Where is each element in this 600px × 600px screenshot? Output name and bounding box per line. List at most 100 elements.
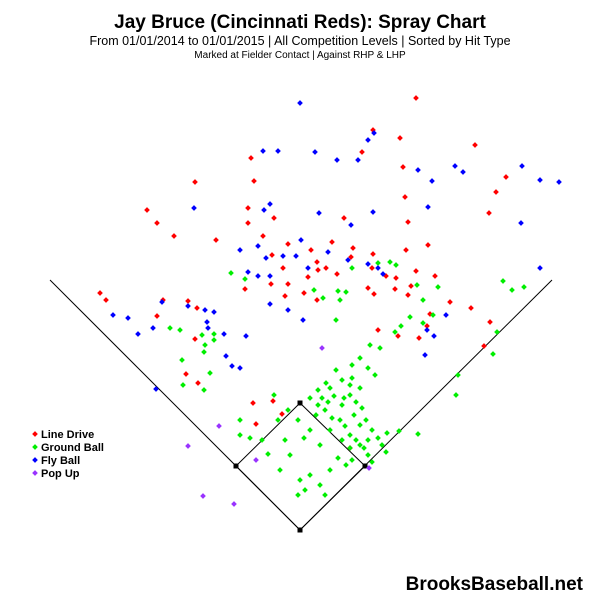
ground-ball-point [343, 462, 349, 468]
fly-ball-point [375, 265, 381, 271]
fly-ball-point [280, 253, 286, 259]
fly-ball-point [370, 209, 376, 215]
chart-subtitle-secondary: Marked at Fielder Contact | Against RHP … [194, 50, 406, 61]
ground-ball-point [201, 349, 207, 355]
fly-ball-point [431, 333, 437, 339]
line-drive-point [408, 283, 414, 289]
line-drive-point [251, 178, 257, 184]
line-drive-point [271, 215, 277, 221]
line-drive-point [269, 252, 275, 258]
line-drive-point [392, 286, 398, 292]
line-drive-point [405, 292, 411, 298]
fly-ball-point [191, 205, 197, 211]
line-drive-point [350, 245, 356, 251]
line-drive-point [315, 267, 321, 273]
chart-subtitle: From 01/01/2014 to 01/01/2015 | All Comp… [89, 34, 510, 48]
ground-ball-point [347, 445, 353, 451]
ground-ball-point [372, 372, 378, 378]
line-drive-point [285, 281, 291, 287]
ground-ball-point [337, 297, 343, 303]
line-drive-point [154, 313, 160, 319]
line-drive-point [97, 290, 103, 296]
line-drive-point [329, 239, 335, 245]
fly-ball-point [275, 148, 281, 154]
fly-ball-point [267, 301, 273, 307]
ground-ball-point [271, 392, 277, 398]
ground-ball-point [237, 432, 243, 438]
pop-up-point [216, 423, 222, 429]
ground-ball-point [521, 284, 527, 290]
pop-up-point [200, 493, 206, 499]
ground-ball-point [375, 435, 381, 441]
fly-ball-point [260, 148, 266, 154]
ground-ball-point [331, 393, 337, 399]
ground-ball-point [313, 412, 319, 418]
line-drive-point [365, 285, 371, 291]
ground-ball-point [335, 455, 341, 461]
line-drive-point [341, 215, 347, 221]
fly-ball-point [150, 325, 156, 331]
pop-up-point [253, 457, 259, 463]
line-drive-point [250, 400, 256, 406]
ground-ball-point [396, 428, 402, 434]
ground-ball-point [357, 442, 363, 448]
fly-ball-point [255, 243, 261, 249]
ground-ball-point [317, 442, 323, 448]
ground-ball-point [490, 351, 496, 357]
line-drive-point [369, 265, 375, 271]
ground-ball-point [342, 423, 348, 429]
fly-ball-point [223, 353, 229, 359]
fly-ball-point [355, 157, 361, 163]
ground-ball-point [341, 395, 347, 401]
ground-ball-point [242, 276, 248, 282]
fly-ball-point [334, 157, 340, 163]
line-drive-point [285, 241, 291, 247]
ground-ball-point [369, 427, 375, 433]
line-drive-point [194, 305, 200, 311]
fly-ball-point [237, 247, 243, 253]
fly-ball-point [211, 309, 217, 315]
ground-ball-point [333, 317, 339, 323]
ground-ball-point [420, 320, 426, 326]
ground-ball-point [297, 477, 303, 483]
fly-ball-point [422, 352, 428, 358]
ground-ball-point [353, 399, 359, 405]
fly-ball-point [125, 315, 131, 321]
ground-ball-point [343, 289, 349, 295]
line-drive-point [432, 273, 438, 279]
ground-ball-point [327, 427, 333, 433]
ground-ball-point [199, 332, 205, 338]
fly-ball-point [348, 222, 354, 228]
line-drive-point [395, 333, 401, 339]
fly-ball-point [429, 178, 435, 184]
ground-ball-point [349, 375, 355, 381]
ground-ball-point [275, 417, 281, 423]
line-drive-point [375, 327, 381, 333]
ground-ball-point [319, 395, 325, 401]
ground-ball-point [339, 437, 345, 443]
ground-ball-point [349, 457, 355, 463]
fly-ball-point [537, 177, 543, 183]
ground-ball-point [349, 265, 355, 271]
line-drive-point [270, 398, 276, 404]
line-drive-point [424, 323, 430, 329]
fly-ball-point [153, 386, 159, 392]
fly-ball-point [221, 331, 227, 337]
ground-ball-point [398, 323, 404, 329]
ground-ball-point [320, 295, 326, 301]
baseline-third-home [235, 465, 301, 531]
line-drive-point [400, 164, 406, 170]
legend-label-line-drive: Line Drive [41, 429, 94, 441]
pop-up-point [185, 443, 191, 449]
fly-ball-point [263, 255, 269, 261]
ground-ball-point [500, 278, 506, 284]
fly-ball-point [159, 299, 165, 305]
ground-ball-point [180, 382, 186, 388]
line-drive-point [103, 297, 109, 303]
fly-ball-point [261, 207, 267, 213]
ground-ball-point [322, 407, 328, 413]
line-drive-point [397, 135, 403, 141]
fly-ball-point [371, 130, 377, 136]
ground-ball-point [265, 451, 271, 457]
